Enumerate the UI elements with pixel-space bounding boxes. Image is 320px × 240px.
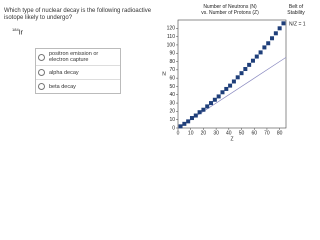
point xyxy=(182,121,187,126)
point xyxy=(209,101,214,106)
isotope: 184Ir xyxy=(12,27,23,36)
option[interactable]: alpha decay xyxy=(36,66,120,80)
option-label: alpha decay xyxy=(49,69,79,76)
option-label: beta decay xyxy=(49,83,76,90)
question: Which type of nuclear decay is the follo… xyxy=(4,8,152,21)
y-tick-label: 10 xyxy=(169,117,175,123)
point xyxy=(254,54,259,59)
x-axis-label: Z xyxy=(230,136,233,142)
radio[interactable] xyxy=(38,83,45,90)
page: Which type of nuclear decay is the follo… xyxy=(4,4,306,143)
options: positron emission or electron capture alp… xyxy=(35,48,121,94)
point xyxy=(228,83,233,88)
point xyxy=(250,58,255,63)
point xyxy=(273,31,278,36)
point xyxy=(178,124,183,129)
point xyxy=(258,50,263,55)
point xyxy=(235,75,240,80)
y-tick-label: 120 xyxy=(167,26,176,32)
x-tick-label: 10 xyxy=(188,130,194,136)
y-tick-label: 60 xyxy=(169,75,175,81)
plot-frame xyxy=(177,19,287,129)
x-tick-label: 60 xyxy=(251,130,257,136)
y-tick-label: 40 xyxy=(169,92,175,98)
point xyxy=(262,45,267,50)
y-tick-label: 20 xyxy=(169,109,175,115)
point xyxy=(220,90,225,95)
radio[interactable] xyxy=(38,53,45,61)
chart: Number of Neutrons (N) vs. Number of Prot… xyxy=(162,4,306,142)
option[interactable]: beta decay xyxy=(36,80,120,93)
point xyxy=(197,110,202,115)
point xyxy=(231,79,236,84)
point xyxy=(216,94,221,99)
x-tick-label: 20 xyxy=(201,130,207,136)
y-tick-label: 110 xyxy=(167,34,175,40)
point xyxy=(277,26,282,31)
y-axis-label: N xyxy=(162,71,166,77)
point xyxy=(247,62,252,67)
point xyxy=(281,21,286,26)
option-label: positron emission or electron capture xyxy=(49,51,99,63)
y-tick-label: 70 xyxy=(169,67,175,73)
chart-title: Number of Neutrons (N) vs. Number of Prot… xyxy=(201,4,259,16)
point xyxy=(239,71,244,76)
symbol: Ir xyxy=(18,29,23,37)
reference-label: N/Z = 1 xyxy=(289,22,306,28)
point xyxy=(243,67,248,72)
point xyxy=(201,107,206,112)
point xyxy=(186,119,191,124)
point xyxy=(266,41,271,46)
point xyxy=(193,113,198,118)
y-tick-label: 50 xyxy=(169,84,175,90)
point xyxy=(189,116,194,121)
y-tick-label: 90 xyxy=(169,51,175,57)
x-tick-label: 40 xyxy=(226,130,232,136)
point xyxy=(224,86,229,91)
point xyxy=(270,36,275,41)
option[interactable]: positron emission or electron capture xyxy=(36,49,120,66)
y-tick-label: 80 xyxy=(169,59,175,65)
radio[interactable] xyxy=(38,69,45,76)
belt-label: Belt of Stability xyxy=(287,4,305,16)
y-tick-label: 0 xyxy=(172,125,175,131)
mass-number: 184 xyxy=(12,27,19,32)
x-tick-label: 50 xyxy=(239,130,245,136)
y-tick-label: 100 xyxy=(167,42,176,48)
point xyxy=(212,97,217,102)
x-tick-label: 70 xyxy=(264,130,270,136)
point xyxy=(205,104,210,109)
x-tick-label: 80 xyxy=(277,130,283,136)
y-tick-label: 30 xyxy=(169,100,175,106)
x-tick-label: 0 xyxy=(177,130,180,136)
x-tick-label: 30 xyxy=(213,130,219,136)
